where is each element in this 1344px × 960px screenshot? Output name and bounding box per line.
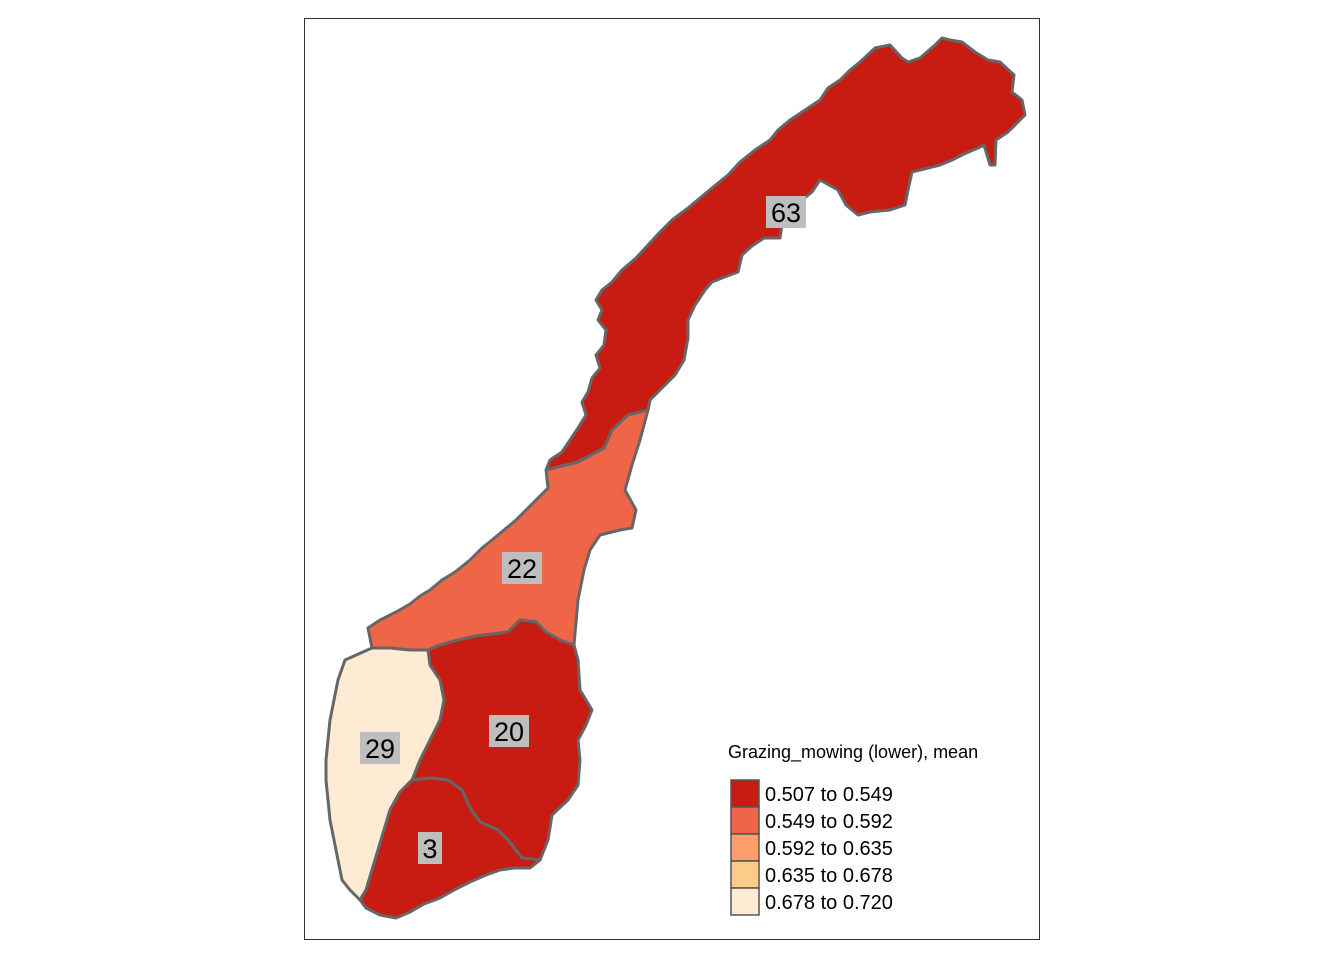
region-label-south: 3: [418, 832, 442, 864]
legend-swatch-3: [730, 833, 760, 862]
region-label-east-text: 20: [494, 717, 524, 747]
region-label-east: 20: [489, 715, 529, 747]
region-label-central: 22: [502, 552, 542, 584]
legend-swatch-5: [730, 887, 760, 916]
legend-swatch-2: [730, 806, 760, 835]
region-label-south-text: 3: [422, 834, 437, 864]
legend-swatch-4: [730, 860, 760, 889]
legend-item-5: 0.678 to 0.720: [730, 887, 893, 916]
legend: Grazing_mowing (lower), mean 0.507 to 0.…: [728, 742, 978, 916]
legend-item-4: 0.635 to 0.678: [730, 860, 893, 889]
legend-label-2: 0.549 to 0.592: [765, 811, 893, 833]
legend-label-3: 0.592 to 0.635: [765, 838, 893, 860]
region-label-north-text: 63: [771, 198, 801, 228]
legend-item-1: 0.507 to 0.549: [730, 779, 893, 808]
region-south: [358, 776, 542, 920]
legend-label-4: 0.635 to 0.678: [765, 865, 893, 887]
legend-label-1: 0.507 to 0.549: [765, 784, 893, 806]
legend-label-5: 0.678 to 0.720: [765, 892, 893, 914]
legend-title: Grazing_mowing (lower), mean: [728, 742, 978, 763]
region-label-central-text: 22: [507, 554, 537, 584]
region-label-west: 29: [360, 732, 400, 764]
region-north: [544, 36, 1027, 472]
legend-item-3: 0.592 to 0.635: [730, 833, 893, 862]
region-label-west-text: 29: [365, 734, 395, 764]
region-label-north: 63: [766, 196, 806, 228]
legend-item-2: 0.549 to 0.592: [730, 806, 893, 835]
legend-swatch-1: [730, 779, 760, 808]
